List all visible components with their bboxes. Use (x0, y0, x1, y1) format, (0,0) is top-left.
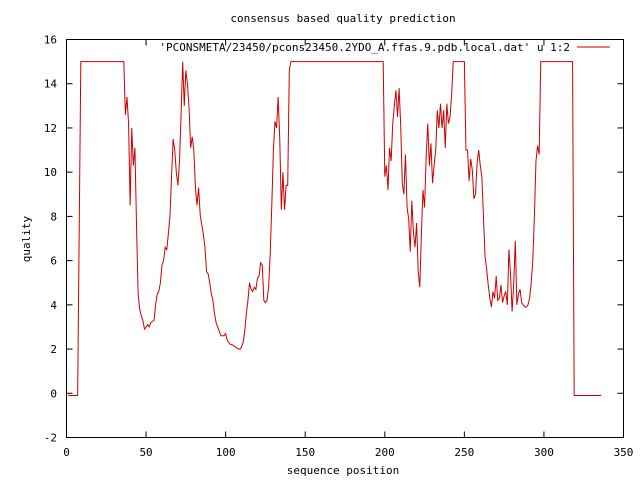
y-tick-label: 14 (44, 78, 58, 91)
x-tick-label: 100 (216, 446, 236, 459)
labels-layer: 0 50 100 150 200 250 300 350 -2 0 2 4 6 8 10 12 14 16 (44, 34, 634, 460)
x-tick-label: 50 (139, 446, 152, 459)
y-tick-label: 2 (50, 343, 57, 356)
legend-series-label: 'PCONSMETA/23450/pcons23450.2YDO_A.ffas.… (159, 41, 570, 54)
series-line-0 (68, 61, 602, 396)
y-axis-label: quality (20, 215, 33, 262)
y-tick-label: 6 (50, 255, 57, 268)
y-tick-label: 16 (44, 34, 57, 47)
x-tick-label: 250 (454, 446, 474, 459)
plot-frame (66, 39, 624, 438)
x-tick-label: 350 (614, 446, 634, 459)
chart-title: consensus based quality prediction (230, 12, 455, 25)
x-axis-label: sequence position (287, 464, 400, 477)
y-tick-label: 8 (50, 210, 57, 223)
x-tick-label: 0 (63, 446, 70, 459)
y-tick-label: 10 (44, 166, 57, 179)
legend: 'PCONSMETA/23450/pcons23450.2YDO_A.ffas.… (159, 41, 610, 54)
y-tick-label: 0 (50, 387, 57, 400)
y-tick-label: 4 (50, 299, 57, 312)
y-tick-label: 12 (44, 122, 57, 135)
y-tick-label: -2 (44, 432, 57, 445)
x-tick-label: 200 (375, 446, 395, 459)
x-tick-label: 300 (534, 446, 554, 459)
lines-layer (68, 61, 602, 396)
x-tick-label: 150 (295, 446, 315, 459)
